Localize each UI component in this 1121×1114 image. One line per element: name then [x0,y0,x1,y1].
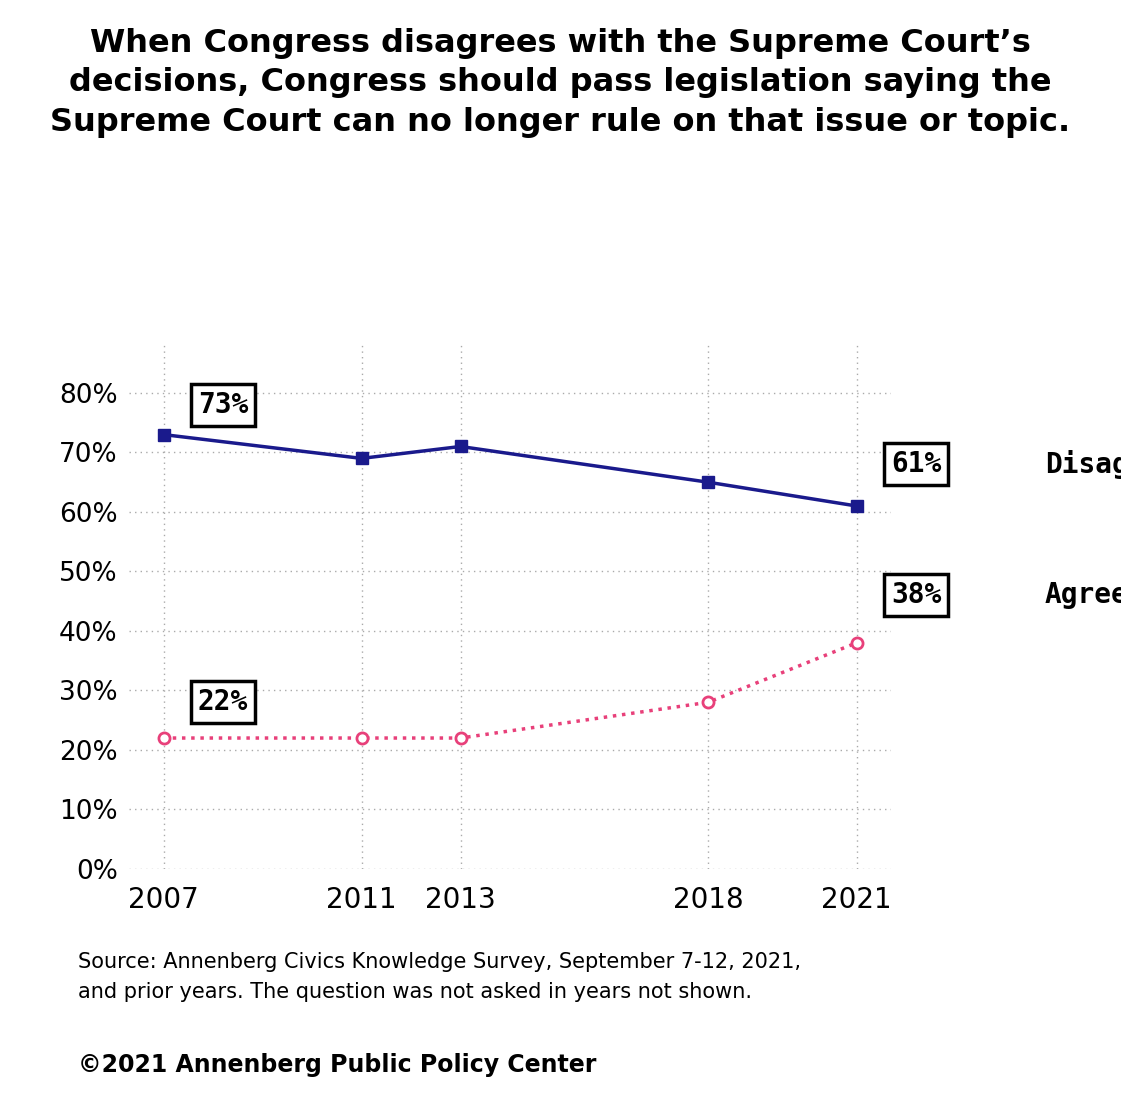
Text: When Congress disagrees with the Supreme Court’s
decisions, Congress should pass: When Congress disagrees with the Supreme… [50,28,1071,138]
Text: 61%: 61% [891,450,941,478]
Text: ©2021 Annenberg Public Policy Center: ©2021 Annenberg Public Policy Center [78,1053,596,1077]
Text: 22%: 22% [197,688,248,716]
Text: Disagree: Disagree [1045,450,1121,479]
Text: Agree: Agree [1045,582,1121,609]
Text: 73%: 73% [197,391,248,419]
Text: 38%: 38% [891,582,941,609]
Text: Source: Annenberg Civics Knowledge Survey, September 7-12, 2021,
and prior years: Source: Annenberg Civics Knowledge Surve… [78,952,802,1003]
